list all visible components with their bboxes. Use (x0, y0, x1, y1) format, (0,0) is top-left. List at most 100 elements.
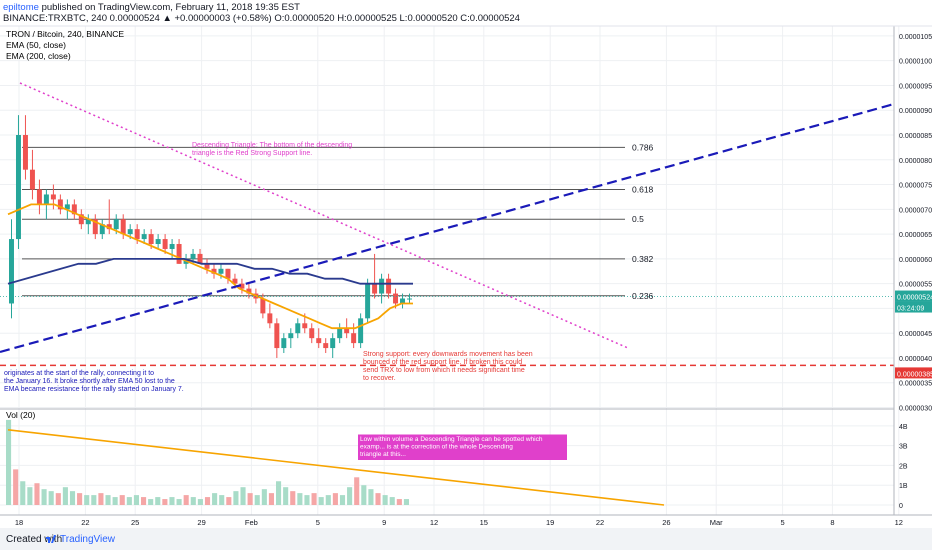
volume-bar-1 (13, 469, 19, 505)
triangle-annotation: Descending Triangle: The bottom of the d… (192, 142, 352, 157)
candle-body-40 (288, 333, 294, 339)
ema50-line (7, 203, 413, 330)
candle-body-17 (127, 229, 133, 235)
volume-bar-37 (268, 493, 274, 505)
last-price-tag-bg (895, 290, 932, 302)
ema200-line (7, 257, 413, 285)
volume-tick-0: 4B (899, 424, 908, 431)
candle-body-12 (92, 219, 98, 235)
fib-label-0: 0.786 (632, 142, 654, 152)
time-tick-12: Mar (710, 518, 723, 527)
candle-body-16 (120, 219, 126, 235)
candle-body-3 (29, 169, 35, 190)
candle-body-29 (211, 268, 217, 274)
volume-bar-35 (254, 495, 260, 505)
volume-bar-43 (311, 493, 317, 505)
fib-label-4: 0.236 (632, 291, 654, 301)
descending-trend-line (19, 82, 629, 349)
time-tick-7: 12 (430, 518, 438, 527)
legend-symbol: TRON / Bitcoin, 240, BINANCE (6, 29, 124, 39)
volume-bar-47 (339, 495, 346, 505)
fib-label-2: 0.5 (632, 214, 644, 224)
volume-tick-3: 1B (899, 483, 908, 490)
candle-body-30 (218, 268, 224, 274)
candle-body-37 (267, 313, 273, 324)
candle-body-23 (169, 244, 175, 249)
volume-bar-34 (247, 493, 253, 505)
volume-bar-7 (55, 493, 61, 505)
time-tick-6: 9 (382, 518, 386, 527)
time-tick-1: 22 (81, 518, 89, 527)
candle-body-7 (57, 199, 63, 210)
candle-body-45 (323, 343, 329, 349)
time-tick-14: 8 (830, 518, 834, 527)
candle-body-41 (295, 323, 301, 334)
rising-trend-line (0, 102, 895, 354)
volume-bar-5 (41, 489, 47, 505)
candle-body-53 (379, 278, 385, 294)
time-tick-4: Feb (245, 518, 258, 527)
volume-bar-25 (183, 495, 189, 505)
support-price-tag-bg (895, 367, 932, 379)
volume-bar-30 (219, 495, 225, 505)
volume-bar-29 (212, 493, 218, 505)
footer: Created with TradingView (0, 528, 932, 550)
volume-bar-14 (105, 495, 111, 505)
volume-bar-18 (133, 495, 139, 505)
candle-body-31 (225, 268, 231, 279)
time-tick-13: 5 (781, 518, 785, 527)
candle-body-33 (239, 283, 245, 289)
candle-body-47 (337, 328, 343, 339)
volume-bar-0 (6, 419, 12, 505)
candle-body-1 (15, 135, 21, 240)
volume-bar-27 (197, 499, 203, 505)
rally-annotation: originates at the start of the rally, co… (4, 370, 184, 393)
volume-bar-20 (148, 499, 154, 505)
volume-bar-23 (169, 497, 175, 505)
volume-tick-2: 2B (899, 463, 908, 470)
volume-bar-44 (318, 497, 324, 505)
candle-body-27 (197, 253, 203, 264)
author-link[interactable]: epiltome (3, 2, 39, 13)
support-price-tag: 0.00000385 (897, 371, 932, 378)
volume-bar-2 (20, 481, 26, 505)
candle-body-38 (274, 323, 280, 349)
candle-body-54 (386, 278, 392, 294)
volume-bar-28 (204, 497, 211, 505)
candle-body-2 (22, 135, 28, 170)
candle-body-24 (176, 244, 182, 264)
candle-body-42 (302, 323, 308, 329)
publish-line: epiltome published on TradingView.com, F… (3, 2, 300, 13)
countdown-tag-bg (895, 301, 932, 313)
volume-annotation: Low within volume a Descending Triangle … (360, 436, 543, 458)
volume-bar-55 (396, 499, 402, 505)
candle-body-56 (400, 298, 406, 304)
fib-label-3: 0.382 (632, 254, 654, 264)
time-tick-8: 15 (480, 518, 488, 527)
price-chart[interactable]: 0.786 0.618 0.5 0.382 0.236 Descending Trian… (0, 0, 932, 528)
fib-label-1: 0.618 (632, 185, 654, 195)
candle-body-5 (43, 194, 49, 205)
volume-bar-12 (91, 495, 97, 505)
time-tick-10: 22 (596, 518, 604, 527)
candle-body-55 (393, 293, 399, 304)
candle-body-0 (9, 239, 14, 304)
candle-body-8 (64, 204, 70, 210)
volume-bar-32 (233, 491, 239, 505)
time-tick-9: 19 (546, 518, 554, 527)
tradingview-link[interactable]: TradingView (60, 534, 116, 545)
legend-ema200: EMA (200, close) (6, 51, 71, 61)
volume-bar-8 (62, 487, 68, 505)
volume-bar-42 (304, 495, 310, 505)
volume-annotation-bg (358, 434, 567, 460)
candle-body-57 (407, 298, 412, 300)
volume-bar-36 (261, 489, 267, 505)
publish-info: published on TradingView.com, February 1… (41, 2, 300, 13)
